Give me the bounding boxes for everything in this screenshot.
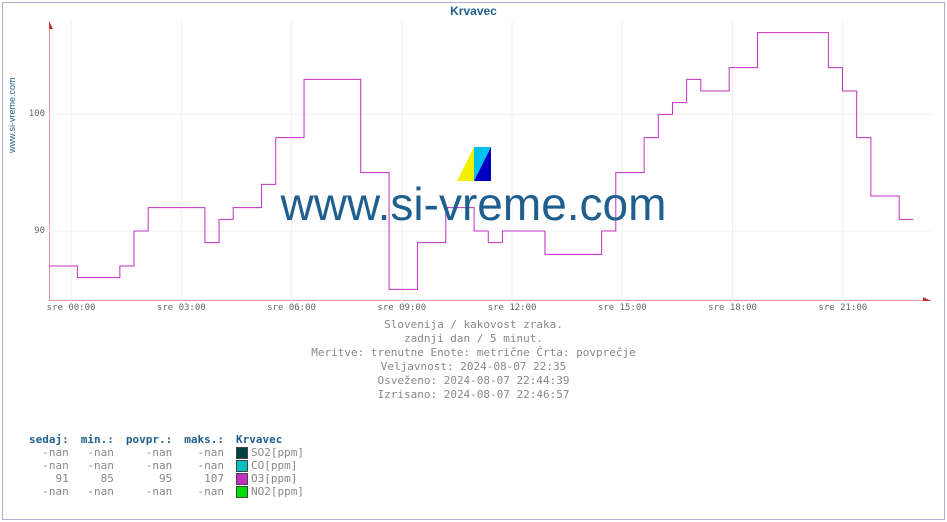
watermark-text: www.si-vreme.com bbox=[3, 177, 944, 231]
legend-head-max: maks.: bbox=[178, 433, 230, 446]
legend-row: -nan-nan-nan-nan NO2[ppm] bbox=[23, 485, 310, 498]
info-line: zadnji dan / 5 minut. bbox=[3, 332, 944, 346]
info-line: Osveženo: 2024-08-07 22:44:39 bbox=[3, 374, 944, 388]
info-line: Meritve: trenutne Enote: metrične Črta: … bbox=[3, 346, 944, 360]
chart-title: Krvavec bbox=[3, 4, 944, 18]
legend-row: 918595107 O3[ppm] bbox=[23, 472, 310, 485]
y-tick-label: 90 bbox=[9, 226, 45, 236]
x-tick-label: sre 18:00 bbox=[708, 303, 757, 313]
legend-row: -nan-nan-nan-nan CO[ppm] bbox=[23, 459, 310, 472]
watermark-logo bbox=[457, 147, 491, 181]
info-line: Veljavnost: 2024-08-07 22:35 bbox=[3, 360, 944, 374]
info-block: Slovenija / kakovost zraka.zadnji dan / … bbox=[3, 318, 944, 402]
legend-head-series: Krvavec bbox=[230, 433, 310, 446]
x-tick-label: sre 15:00 bbox=[598, 303, 647, 313]
x-tick-label: sre 03:00 bbox=[157, 303, 206, 313]
legend-head-now: sedaj: bbox=[23, 433, 75, 446]
legend-head-min: min.: bbox=[75, 433, 120, 446]
info-line: Slovenija / kakovost zraka. bbox=[3, 318, 944, 332]
x-tick-label: sre 09:00 bbox=[377, 303, 426, 313]
legend-row: -nan-nan-nan-nan SO2[ppm] bbox=[23, 446, 310, 459]
x-tick-label: sre 21:00 bbox=[818, 303, 867, 313]
chart-container: Krvavec www.si-vreme.com www.si-vreme.co… bbox=[2, 2, 945, 520]
legend-head-avg: povpr.: bbox=[120, 433, 178, 446]
y-tick-label: 100 bbox=[9, 109, 45, 119]
x-tick-label: sre 06:00 bbox=[267, 303, 316, 313]
x-tick-label: sre 00:00 bbox=[47, 303, 96, 313]
info-line: Izrisano: 2024-08-07 22:46:57 bbox=[3, 388, 944, 402]
x-tick-label: sre 12:00 bbox=[488, 303, 537, 313]
legend-table: sedaj: min.: povpr.: maks.: Krvavec -nan… bbox=[23, 433, 310, 498]
